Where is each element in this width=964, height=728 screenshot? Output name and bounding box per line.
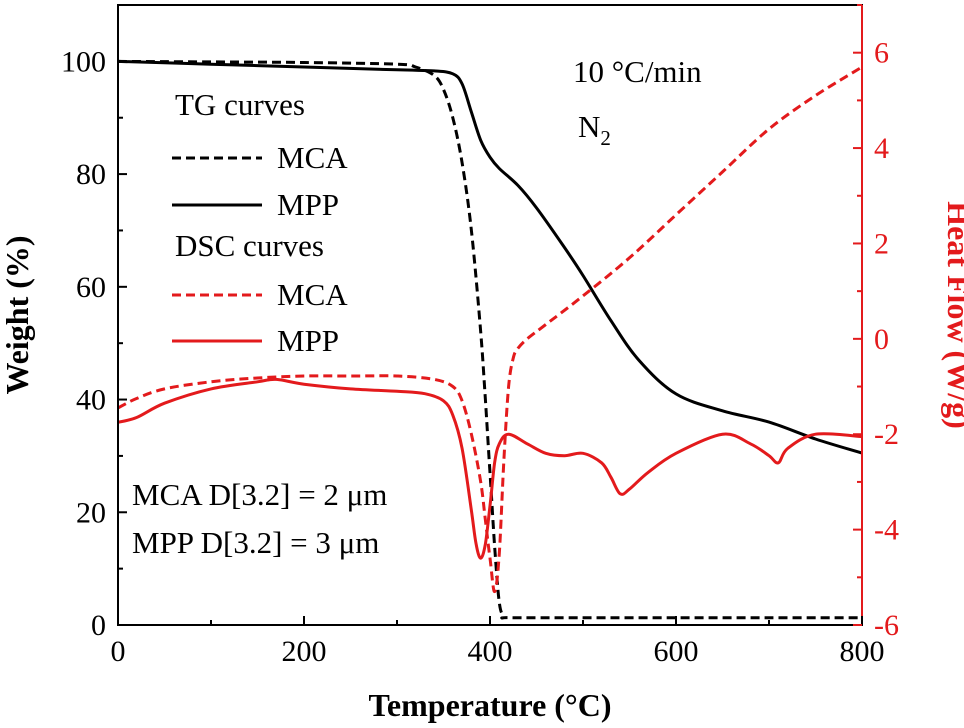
y-tick-label: 100 [61, 45, 106, 78]
x-tick-label: 400 [468, 635, 513, 668]
particle-size-mca: MCA D[3.2] = 2 μm [132, 477, 387, 512]
legend-label-tg-mca: MCA [277, 140, 348, 175]
series-dsc-mca-line [117, 65, 863, 594]
y-tick-label: 20 [76, 496, 106, 529]
x-axis-title: Temperature (°C) [369, 687, 612, 723]
y2-axis-title: Heat Flow (W/g) [941, 201, 964, 429]
x-tick-label: 800 [840, 635, 885, 668]
series-tg-mpp-line [117, 59, 863, 455]
y2-ticks: -6 -4 -2 0 2 4 6 [853, 4, 899, 642]
legend-group-tg-title: TG curves [175, 87, 305, 122]
y2-tick-label: 4 [874, 132, 889, 165]
y2-tick-label: 6 [874, 37, 889, 70]
y2-tick-label: -6 [874, 609, 899, 642]
atmosphere-symbol: N [578, 109, 600, 144]
legend: TG curves MCA MPP DSC curves MCA MPP [172, 87, 348, 358]
x-tick-label: 200 [282, 635, 327, 668]
legend-label-dsc-mpp: MPP [277, 323, 339, 358]
y-tick-label: 40 [76, 384, 106, 417]
x-tick-label: 0 [111, 635, 126, 668]
atmosphere-annotation: N2 [578, 109, 611, 150]
series-dsc-mpp-line [117, 377, 863, 560]
legend-group-dsc-title: DSC curves [175, 228, 324, 263]
series-tg-mca-line [117, 59, 862, 620]
y2-tick-label: -2 [874, 418, 899, 451]
y-axis-title: Weight (%) [0, 235, 35, 394]
x-tick-label: 600 [654, 635, 699, 668]
y-tick-label: 60 [76, 271, 106, 304]
particle-size-mpp: MPP D[3.2] = 3 μm [132, 525, 379, 560]
atmosphere-subscript: 2 [600, 126, 611, 150]
heating-rate-annotation: 10 °C/min [573, 54, 702, 89]
legend-label-tg-mpp: MPP [277, 187, 339, 222]
y-tick-label: 0 [91, 609, 106, 642]
y2-tick-label: 2 [874, 227, 889, 260]
x-ticks: 0 200 400 600 800 [111, 616, 885, 668]
y2-tick-label: -4 [874, 514, 899, 547]
y2-tick-label: 0 [874, 323, 889, 356]
y-ticks: 0 20 40 60 80 100 [61, 4, 127, 642]
legend-label-dsc-mca: MCA [277, 277, 348, 312]
plot-lines [117, 59, 863, 620]
y-tick-label: 80 [76, 158, 106, 191]
